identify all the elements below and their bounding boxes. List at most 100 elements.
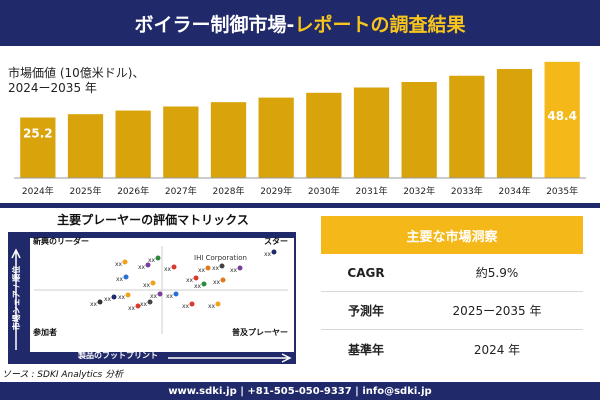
bar-2025年 bbox=[67, 114, 104, 178]
matrix-point-label: xx bbox=[140, 301, 148, 308]
bar-2033年 bbox=[449, 75, 485, 178]
x-tick-label: 2029年 bbox=[260, 185, 292, 197]
page-title: ボイラー制御市場- bbox=[134, 13, 295, 36]
matrix-point bbox=[111, 294, 117, 300]
matrix-point bbox=[150, 280, 156, 286]
insight-key: 予測年 bbox=[347, 304, 384, 318]
quadrant-bottom-right: 普及プレーヤー bbox=[232, 327, 288, 337]
bar-2024年 bbox=[20, 117, 56, 178]
section-divider bbox=[0, 203, 600, 208]
matrix-point-label: xx bbox=[164, 266, 172, 273]
page-title-accent: レポートの調査結果 bbox=[294, 13, 466, 36]
insight-value: 2024 年 bbox=[473, 342, 521, 357]
x-tick-label: 2025年 bbox=[70, 185, 102, 197]
x-tick-label: 2027年 bbox=[165, 185, 197, 197]
matrix-point bbox=[147, 299, 153, 305]
matrix-point bbox=[157, 291, 163, 297]
bar-2027年 bbox=[163, 106, 199, 178]
quadrant-bottom-left: 参加者 bbox=[32, 327, 57, 337]
matrix-point bbox=[173, 291, 179, 297]
matrix-point-label: xx bbox=[198, 267, 206, 274]
matrix-point bbox=[205, 265, 211, 271]
matrix-point-label: xx bbox=[166, 293, 174, 300]
matrix-point bbox=[189, 301, 195, 307]
matrix-point-label: xx bbox=[212, 265, 220, 272]
contact-footer: www.sdki.jp | +81-505-050-9337 | info@sd… bbox=[0, 382, 600, 400]
bar-2032年 bbox=[401, 82, 437, 178]
insights-panel: 主要な市場洞察 CAGR 約5.9% 予測年 2025ー2035 年 基準年 2… bbox=[321, 216, 583, 368]
matrix-point-label: xx bbox=[213, 279, 221, 286]
matrix-point-label: xx bbox=[230, 267, 238, 274]
x-tick-label: 2033年 bbox=[451, 185, 483, 197]
bar-2029年 bbox=[258, 97, 294, 178]
insights-title: 主要な市場洞察 bbox=[321, 216, 583, 254]
matrix-point-label: xx bbox=[264, 251, 272, 258]
matrix-title: 主要プレーヤーの評価マトリックス bbox=[57, 213, 249, 227]
matrix-point bbox=[145, 262, 151, 268]
highlight-company: IHI Corporation bbox=[194, 254, 247, 262]
matrix-point-label: xx bbox=[148, 257, 156, 264]
x-tick-label: 2026年 bbox=[117, 185, 149, 197]
x-tick-label: 2032年 bbox=[403, 185, 435, 197]
bar-2034年 bbox=[496, 69, 533, 178]
matrix-point bbox=[271, 249, 277, 255]
insight-row-base-year: 基準年 2024 年 bbox=[321, 330, 583, 368]
x-tick-label: 2030年 bbox=[308, 185, 340, 197]
matrix-point bbox=[215, 301, 221, 307]
matrix-point-label: xx bbox=[143, 282, 151, 289]
x-tick-label: 2031年 bbox=[356, 185, 388, 197]
matrix-point-label: xx bbox=[208, 303, 216, 310]
bar-2026年 bbox=[115, 110, 151, 178]
bar-2035年 bbox=[544, 61, 580, 179]
bar-2031年 bbox=[353, 87, 390, 178]
x-tick-label: 2028年 bbox=[213, 185, 245, 197]
matrix-point-label: xx bbox=[186, 277, 194, 284]
bar-2028年 bbox=[210, 102, 247, 178]
matrix-point-label: xx bbox=[115, 261, 123, 268]
matrix-point-label: xx bbox=[104, 296, 112, 303]
x-tick-label: 2024年 bbox=[22, 185, 54, 197]
quadrant-top-right: スター bbox=[264, 236, 288, 246]
x-axis-arrow-icon bbox=[168, 353, 292, 363]
matrix-point bbox=[219, 263, 225, 269]
matrix-point bbox=[237, 265, 243, 271]
insight-row-forecast: 予測年 2025ー2035 年 bbox=[321, 292, 583, 330]
matrix-x-axis-label: 製品のフットプリント bbox=[77, 350, 158, 360]
x-tick-label: 2035年 bbox=[546, 185, 578, 197]
bar-data-label: 48.4 bbox=[547, 109, 577, 123]
insight-value: 約5.9% bbox=[475, 266, 519, 280]
matrix-point-label: xx bbox=[128, 305, 136, 312]
chart-label-line1: 市場価値 (10億米ドル)、 bbox=[8, 66, 145, 80]
matrix-point bbox=[135, 303, 141, 309]
matrix-point bbox=[123, 274, 129, 280]
matrix-point bbox=[171, 264, 177, 270]
matrix-point bbox=[122, 259, 128, 265]
matrix-point-label: xx bbox=[150, 293, 158, 300]
source-note: ソース : SDKI Analytics 分析 bbox=[2, 370, 124, 380]
insight-value: 2025ー2035 年 bbox=[452, 304, 542, 318]
insight-row-cagr: CAGR 約5.9% bbox=[321, 254, 583, 292]
market-value-bar-chart: 2024年 25.2 2025年 2026年 2027年 2028年 2029年 2030年 2… bbox=[14, 61, 586, 197]
matrix-point bbox=[220, 277, 226, 283]
bar-data-label: 25.2 bbox=[23, 127, 53, 141]
x-tick-label: 2034年 bbox=[499, 185, 531, 197]
matrix-point-label: xx bbox=[118, 294, 126, 301]
chart-label: 市場価値 (10億米ドル)、 2024ー2035 年 bbox=[8, 66, 144, 96]
insight-key: 基準年 bbox=[347, 342, 384, 357]
y-axis-arrow-icon bbox=[11, 248, 21, 350]
matrix-point-label: xx bbox=[138, 264, 146, 271]
matrix-point bbox=[155, 255, 161, 261]
page-header: ボイラー制御市場- レポートの調査結果 bbox=[0, 0, 600, 46]
matrix-point bbox=[201, 281, 207, 287]
matrix-point bbox=[193, 275, 199, 281]
player-evaluation-matrix: 新興のリーダー スター 参加者 普及プレーヤー IHI Corporation … bbox=[11, 236, 294, 363]
insight-key: CAGR bbox=[347, 265, 385, 280]
matrix-point-label: xx bbox=[116, 276, 124, 283]
bar-2030年 bbox=[306, 92, 342, 178]
matrix-point-label: xx bbox=[90, 301, 98, 308]
matrix-point bbox=[97, 299, 103, 305]
matrix-point-label: xx bbox=[194, 283, 202, 290]
matrix-point-label: xx bbox=[182, 303, 190, 310]
quadrant-top-left: 新興のリーダー bbox=[33, 236, 89, 246]
